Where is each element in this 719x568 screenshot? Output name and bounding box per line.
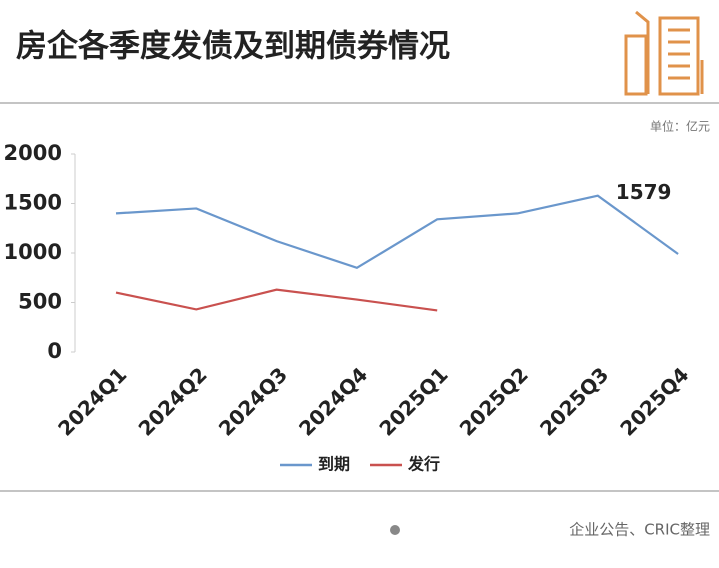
y-tick-label: 2000: [4, 141, 62, 165]
building-icon: [624, 10, 704, 96]
x-tick-label: 2024Q2: [134, 362, 212, 440]
x-tick-label: 2024Q4: [294, 362, 372, 440]
x-tick-label: 2025Q4: [615, 362, 693, 440]
source-dot: [390, 525, 400, 535]
chart-title: 房企各季度发债及到期债券情况: [16, 29, 450, 65]
series-line: [115, 194, 679, 270]
series-line: [115, 288, 438, 312]
x-tick-label: 2025Q1: [374, 362, 452, 440]
y-tick-label: 500: [18, 290, 62, 314]
x-tick-label: 2024Q1: [53, 362, 131, 440]
y-tick-label: 1500: [4, 191, 62, 215]
x-tick-label: 2025Q2: [455, 362, 533, 440]
x-tick-label: 2025Q3: [535, 362, 613, 440]
data-label: 1579: [616, 180, 672, 204]
y-tick-label: 1000: [4, 240, 62, 264]
y-tick-label: 0: [47, 339, 62, 363]
x-tick-label: 2024Q3: [214, 362, 292, 440]
legend-label: 到期: [318, 455, 350, 474]
source-label: 企业公告、CRIC整理: [569, 521, 710, 539]
unit-label: 单位：亿元: [650, 119, 710, 134]
legend-label: 发行: [407, 455, 440, 474]
